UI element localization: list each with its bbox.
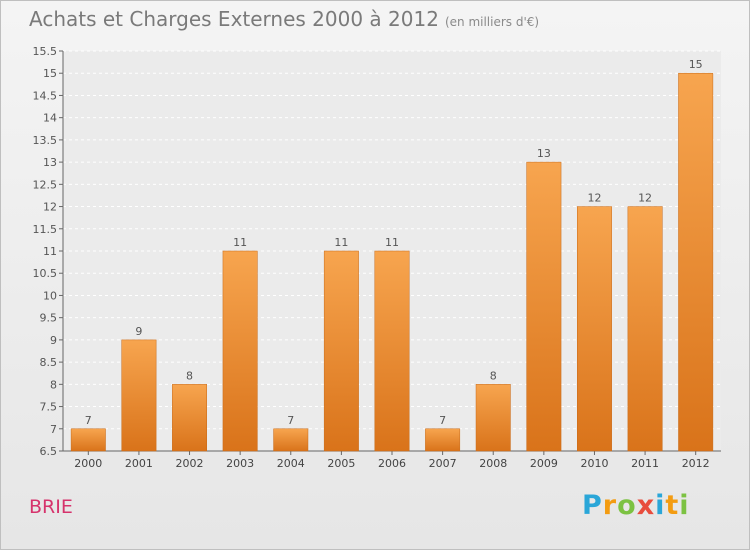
- bar-2004[interactable]: [273, 428, 309, 452]
- bar-2009[interactable]: [526, 161, 562, 452]
- x-tick-label: 2011: [631, 457, 659, 470]
- y-tick-label: 14.5: [33, 89, 58, 102]
- chart-subtitle: (en milliers d'€): [444, 15, 540, 29]
- logo-letter: r: [602, 490, 618, 521]
- x-tick-label: 2005: [327, 457, 355, 470]
- y-tick-label: 15: [43, 67, 57, 80]
- y-tick-label: 12.5: [33, 178, 58, 191]
- bar-2001[interactable]: [121, 339, 157, 452]
- y-tick-label: 9.5: [40, 312, 58, 325]
- x-tick-label: 2010: [580, 457, 608, 470]
- x-tick-label: 2009: [530, 457, 558, 470]
- bar-value-label: 15: [689, 58, 703, 71]
- logo-letter: x: [636, 490, 656, 521]
- bar-value-label: 7: [287, 414, 294, 427]
- bar-value-label: 11: [233, 236, 247, 249]
- y-tick-label: 8: [50, 378, 57, 391]
- y-tick-label: 11.5: [33, 223, 58, 236]
- y-tick-label: 15.5: [33, 45, 58, 58]
- y-tick-label: 10.5: [33, 267, 58, 280]
- logo-letter: i: [679, 490, 690, 521]
- bar-2008[interactable]: [475, 384, 511, 452]
- x-tick-label: 2012: [682, 457, 710, 470]
- x-tick-label: 2001: [125, 457, 153, 470]
- bar-value-label: 9: [135, 325, 142, 338]
- y-tick-label: 7: [50, 423, 57, 436]
- x-tick-label: 2004: [277, 457, 305, 470]
- x-tick-label: 2006: [378, 457, 406, 470]
- y-tick-label: 11: [43, 245, 57, 258]
- logo-letter: t: [665, 490, 680, 521]
- logo-letter: P: [582, 490, 603, 521]
- bar-2007[interactable]: [425, 428, 461, 452]
- bar-2006[interactable]: [374, 250, 410, 452]
- y-tick-label: 14: [43, 112, 57, 125]
- bar-value-label: 7: [439, 414, 446, 427]
- bar-value-label: 11: [385, 236, 399, 249]
- bar-value-label: 12: [587, 192, 601, 205]
- y-tick-label: 12: [43, 201, 57, 214]
- chart-title: Achats et Charges Externes 2000 à 2012 (e…: [29, 7, 539, 31]
- y-tick-label: 13: [43, 156, 57, 169]
- x-tick-label: 2007: [429, 457, 457, 470]
- bar-value-label: 8: [490, 369, 497, 382]
- bar-2003[interactable]: [222, 250, 258, 452]
- x-tick-label: 2000: [74, 457, 102, 470]
- x-tick-label: 2008: [479, 457, 507, 470]
- y-tick-label: 6.5: [40, 445, 58, 458]
- logo-letter: i: [655, 490, 666, 521]
- commune-name: BRIE: [29, 496, 73, 518]
- bar-value-label: 13: [537, 147, 551, 160]
- bar-2005[interactable]: [323, 250, 359, 452]
- bar-value-label: 12: [638, 192, 652, 205]
- bar-value-label: 11: [334, 236, 348, 249]
- bar-2010[interactable]: [577, 206, 612, 452]
- bar-value-label: 8: [186, 369, 193, 382]
- x-tick-label: 2003: [226, 457, 254, 470]
- proxiti-logo[interactable]: Proxiti: [582, 490, 690, 521]
- x-tick-label: 2002: [176, 457, 204, 470]
- bar-2000[interactable]: [70, 428, 106, 452]
- chart-title-text: Achats et Charges Externes 2000 à 2012: [29, 7, 439, 31]
- bar-2011[interactable]: [627, 206, 663, 452]
- y-tick-label: 8.5: [40, 356, 58, 369]
- bar-2012[interactable]: [678, 72, 714, 452]
- bar-2002[interactable]: [172, 384, 207, 452]
- y-tick-label: 7.5: [40, 401, 58, 414]
- y-tick-label: 9: [50, 334, 57, 347]
- logo-letter: o: [617, 490, 637, 521]
- bar-value-label: 7: [85, 414, 92, 427]
- y-tick-label: 13.5: [33, 134, 58, 147]
- y-tick-label: 10: [43, 289, 57, 302]
